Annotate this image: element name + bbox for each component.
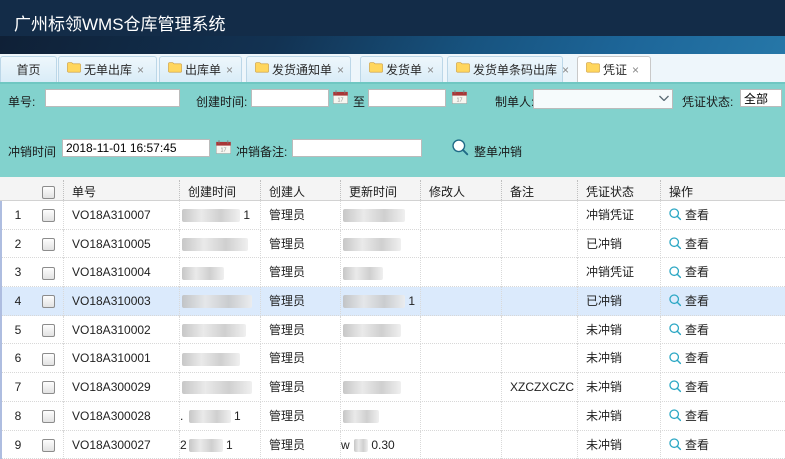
svg-text:17: 17 xyxy=(457,98,463,104)
svg-text:17: 17 xyxy=(221,148,227,154)
svg-text:17: 17 xyxy=(338,98,344,104)
